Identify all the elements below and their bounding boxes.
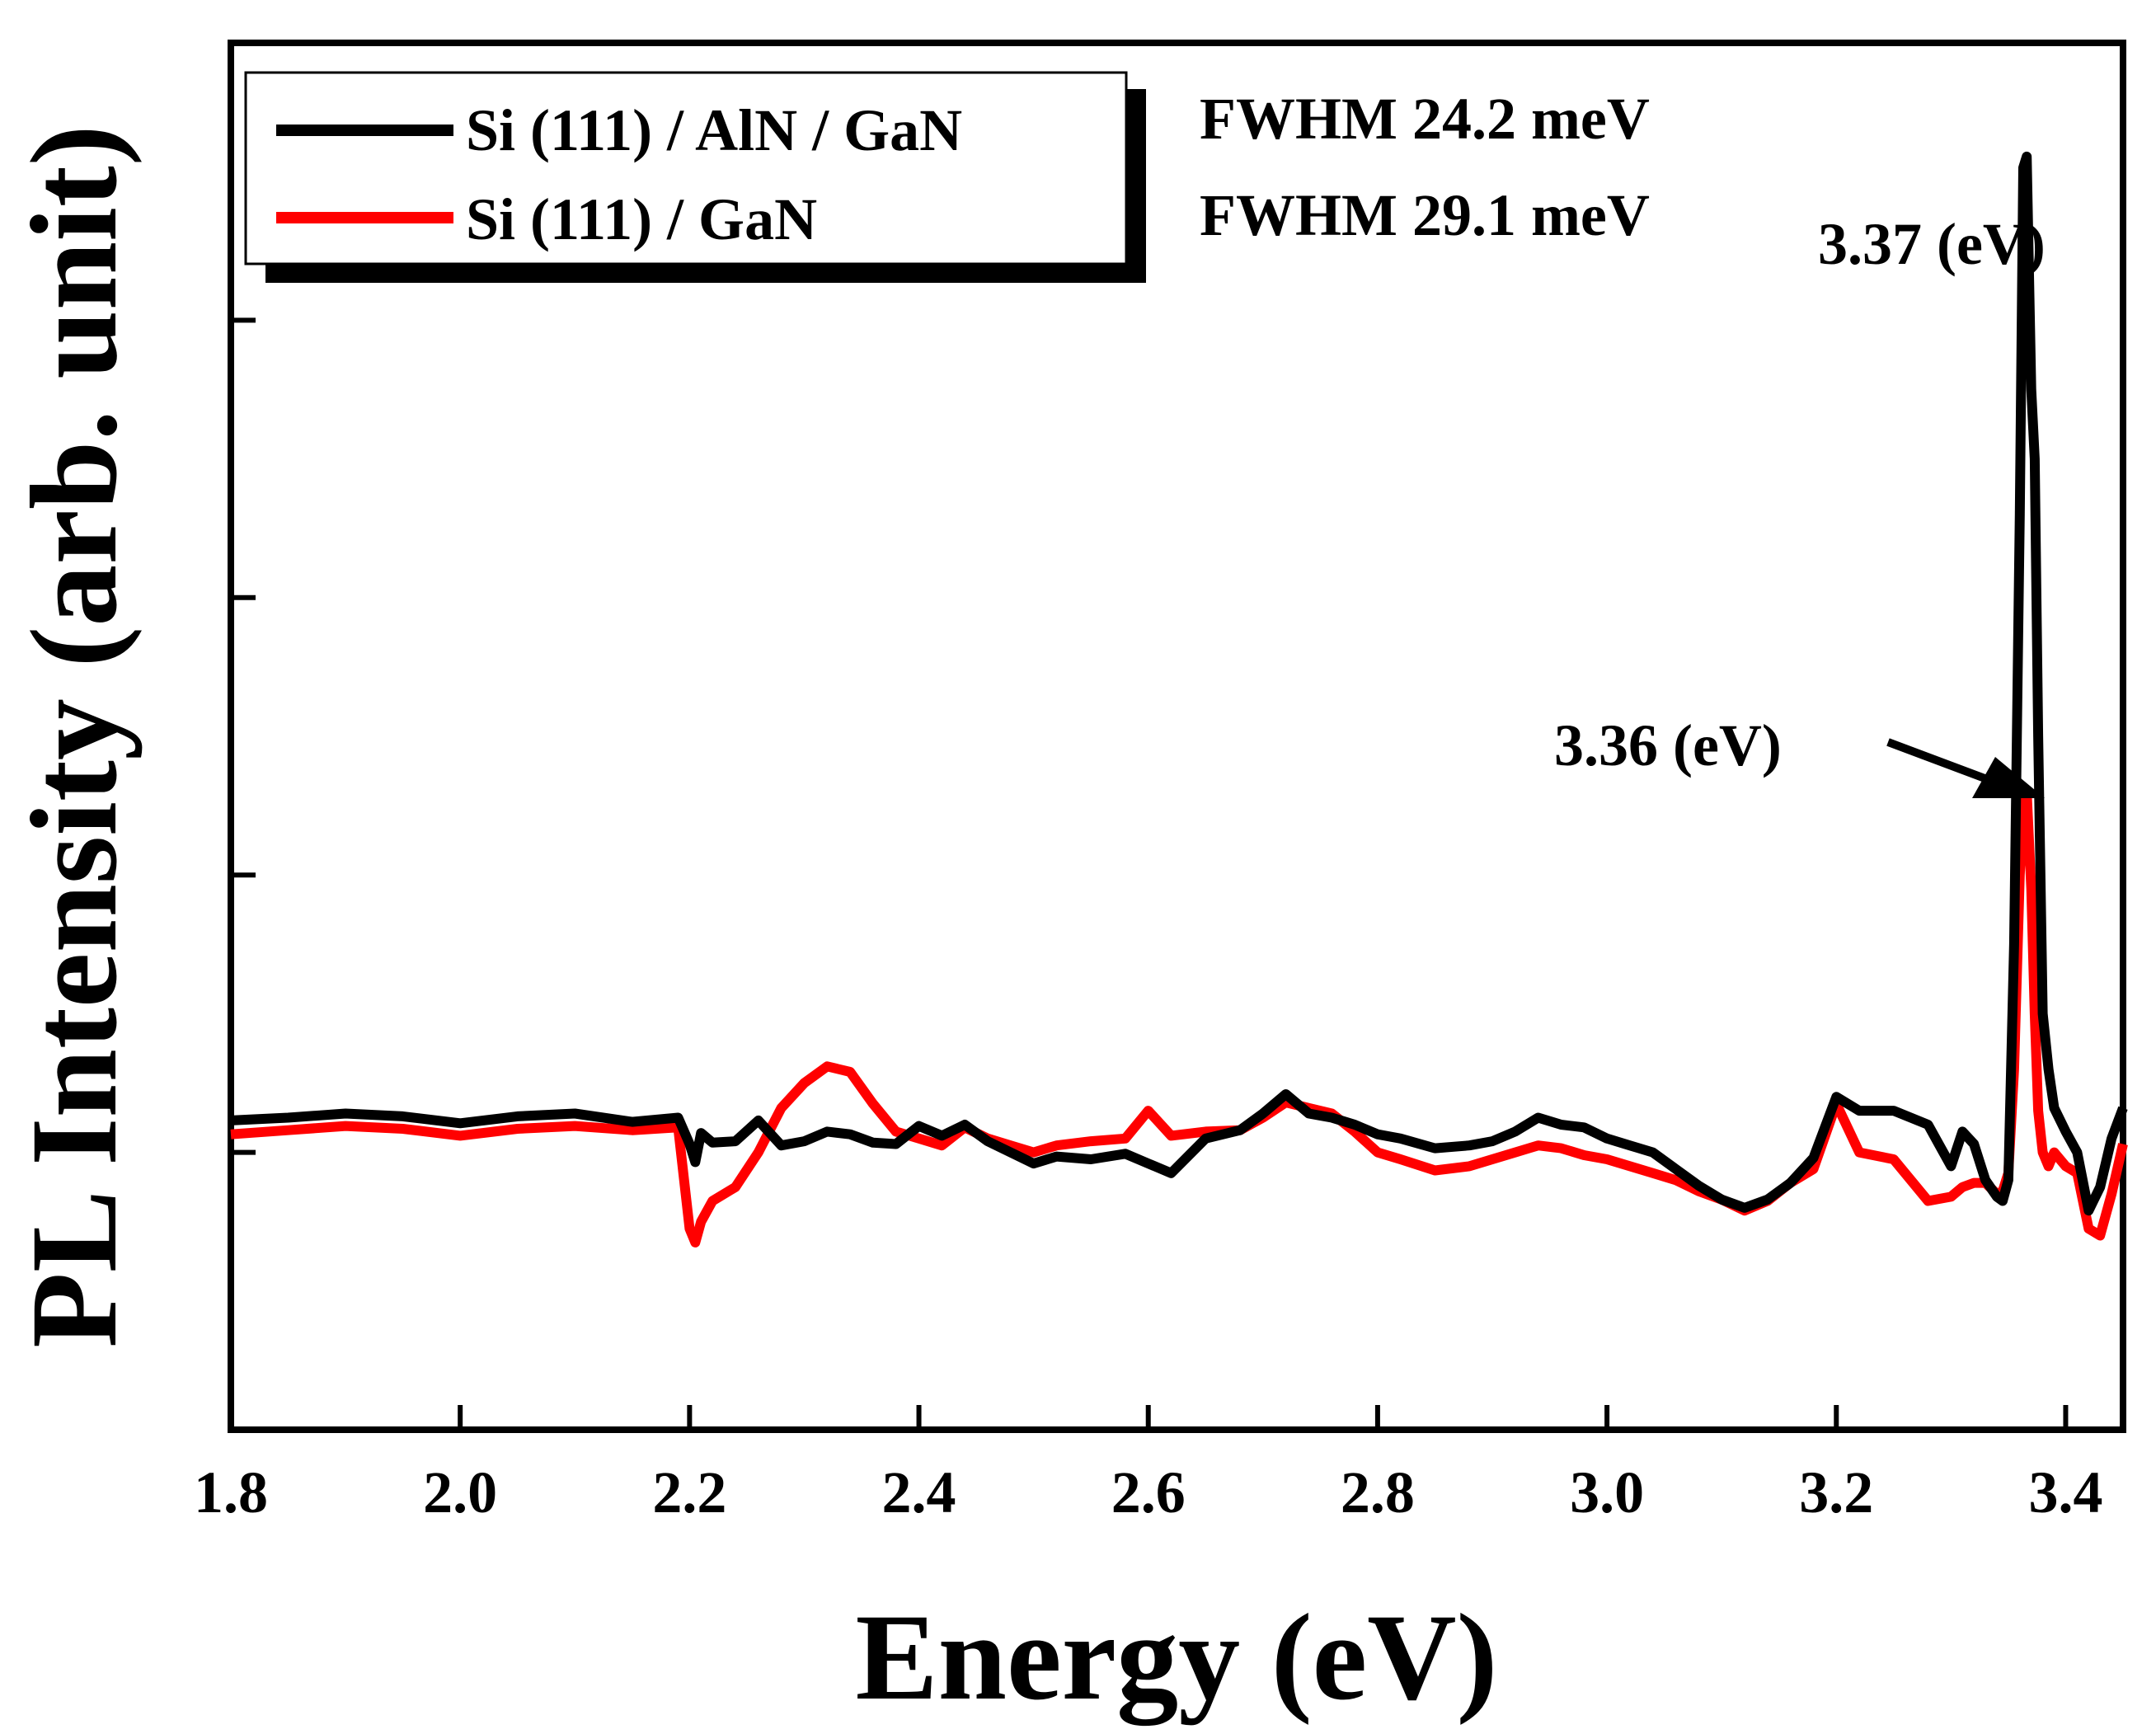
legend: Si (111) / AlN / GaN Si (111) / GaN xyxy=(244,71,1146,283)
arrow-shaft xyxy=(1886,738,1989,783)
x-tick-label: 3.2 xyxy=(1799,1459,1873,1525)
series-layer xyxy=(230,151,2128,1248)
peak-label-1: 3.37 (eV) xyxy=(1818,211,2046,277)
legend-label-series-1: Si (111) / AlN / GaN xyxy=(466,97,962,163)
x-tick-label: 2.2 xyxy=(652,1459,726,1525)
x-tick-label: 2.0 xyxy=(423,1459,497,1525)
legend-box xyxy=(244,71,1128,266)
series-line-2 xyxy=(230,787,2128,1248)
x-axis-ticks: 1.8 2.0 2.2 2.4 2.6 2.8 3.0 3.2 3.4 xyxy=(194,1405,2102,1525)
legend-label-series-2: Si (111) / GaN xyxy=(466,186,817,252)
peak-arrow xyxy=(1886,738,2045,798)
series-line-1 xyxy=(230,151,2128,1216)
x-tick-label: 3.0 xyxy=(1570,1459,1644,1525)
x-tick-label: 2.4 xyxy=(882,1459,956,1525)
fwhm-annotation-1: FWHM 24.2 meV xyxy=(1200,86,1650,152)
peak-label-2: 3.36 (eV) xyxy=(1554,712,1782,778)
fwhm-annotation-2: FWHM 29.1 meV xyxy=(1200,182,1650,248)
x-tick-label: 2.6 xyxy=(1111,1459,1186,1525)
y-axis-ticks xyxy=(231,317,256,1155)
x-tick-label: 1.8 xyxy=(194,1459,268,1525)
x-tick-label: 3.4 xyxy=(2028,1459,2102,1525)
x-tick-label: 2.8 xyxy=(1341,1459,1415,1525)
y-axis-title: PL Intensity (arb. unit) xyxy=(6,125,143,1348)
plot-frame xyxy=(228,40,2126,1433)
arrow-head xyxy=(1972,757,2045,798)
x-axis-title: Energy (eV) xyxy=(856,1589,1498,1726)
